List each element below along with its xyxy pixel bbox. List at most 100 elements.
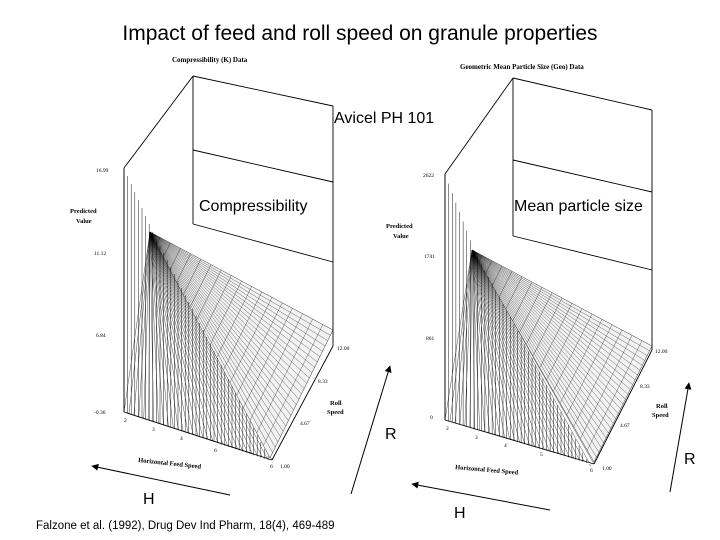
h-label-left: H [143, 491, 155, 508]
mesh-line [203, 275, 232, 333]
mesh-line [512, 281, 533, 321]
z-axis-label: Predicted [386, 223, 413, 230]
z-axis-label: Value [76, 218, 92, 225]
mesh-line [189, 264, 212, 308]
surface-edge-curtain [444, 174, 591, 466]
z-tick-label: 0 [430, 415, 433, 421]
surface-edge-curtain [123, 168, 269, 460]
floor-line [149, 231, 169, 427]
mesh-line [163, 242, 171, 258]
floor-line [149, 231, 174, 429]
y-axis-label: Roll [656, 403, 668, 410]
citation: Falzone et al. (1992), Drug Dev Ind Phar… [36, 520, 335, 532]
h-label-right: H [454, 505, 466, 522]
mesh-line [156, 237, 161, 245]
floor-line [471, 249, 530, 445]
particle-size-surface-plot: Geometric Mean Particle Size (Geo) Data … [386, 63, 669, 477]
surface-mesh [149, 231, 331, 453]
z-tick-label: 2622 [423, 173, 434, 179]
material-label: Avicel PH 101 [334, 110, 435, 128]
mesh-line [526, 292, 553, 345]
mesh-line [573, 329, 623, 427]
particle-size-label: Mean particle size [514, 198, 643, 216]
plot-header: Geometric Mean Particle Size (Geo) Data [460, 63, 584, 71]
slide-title: Impact of feed and roll speed on granule… [122, 22, 598, 45]
x-tick-label: 6 [590, 468, 593, 474]
floor-line [149, 231, 204, 438]
mesh-line [263, 324, 323, 446]
mesh-line [546, 308, 583, 380]
x-tick-label: 2 [124, 418, 127, 424]
floor-line [143, 231, 151, 419]
mesh-line [196, 270, 222, 320]
mesh-line [532, 297, 563, 357]
floor-line [149, 231, 263, 457]
mesh-line [249, 313, 303, 421]
floor-line [444, 249, 473, 421]
z-axis-label: Predicted [70, 208, 97, 215]
floor-line [471, 249, 480, 431]
y-tick-label: 4.67 [300, 421, 310, 427]
x-tick-label: 2 [446, 426, 449, 432]
feed-speed-arrow-right [411, 481, 551, 511]
x-tick-label: 4 [504, 443, 507, 449]
mesh-line [559, 319, 603, 404]
x-tick-label: 6 [214, 448, 217, 454]
floor-line [149, 231, 199, 437]
x-axis-label: Horizontal Feed Speed [455, 464, 519, 477]
x-tick-label: 3 [475, 435, 478, 441]
r-label-right: R [684, 451, 696, 468]
mesh-line [587, 340, 643, 451]
floor-line [449, 249, 473, 422]
floor-line [149, 231, 154, 422]
z-tick-label: 1741 [424, 254, 435, 260]
floor-line [471, 249, 560, 454]
mesh-line [243, 308, 293, 408]
floor-line [471, 249, 515, 441]
floor-line [471, 249, 495, 435]
direction-arrows [91, 365, 692, 511]
mesh-line [478, 255, 483, 262]
floor-line [149, 231, 209, 440]
floor-line [471, 249, 565, 456]
y-tick-label: 8.33 [318, 379, 328, 385]
floor-line [123, 231, 151, 413]
floor-line [149, 231, 179, 430]
r-label-left: R [385, 426, 397, 443]
x-tick-label: 3 [152, 427, 155, 433]
z-axis-label: Value [393, 233, 409, 240]
surface-mesh [471, 249, 650, 458]
y-tick-label: 4.67 [620, 423, 630, 429]
y-tick-label: 1.00 [602, 466, 612, 472]
mesh-line [539, 303, 573, 368]
z-tick-label: 11.12 [94, 251, 106, 257]
floor-line [471, 249, 475, 429]
y-tick-label: 8.33 [640, 384, 650, 390]
mesh-line [580, 335, 633, 439]
floor-line [471, 249, 525, 444]
x-tick-label: 5 [540, 452, 543, 458]
mesh-line [176, 253, 191, 283]
y-tick-label: 12.00 [655, 349, 668, 355]
floor-line [149, 231, 159, 424]
roll-speed-arrow-right [669, 382, 692, 493]
floor-line [149, 231, 164, 425]
mesh-line [209, 280, 242, 346]
mesh-line [485, 260, 493, 274]
floor-line [471, 249, 540, 448]
floor-line [454, 249, 473, 423]
mesh-line [553, 313, 593, 392]
mesh-line [183, 259, 201, 295]
plot-header: Compressibility (K) Data [172, 56, 248, 64]
roll-speed-arrow-left [350, 365, 392, 495]
floor-line [471, 249, 585, 462]
z-tick-label: 861 [426, 336, 435, 342]
floor-line [471, 249, 590, 463]
floor-line [471, 249, 545, 450]
mesh-line [256, 319, 313, 433]
mesh-line [216, 286, 252, 358]
mesh-line [169, 248, 181, 270]
floor-line [149, 231, 184, 432]
y-axis-label: Speed [327, 409, 344, 416]
floor-line [471, 249, 555, 453]
